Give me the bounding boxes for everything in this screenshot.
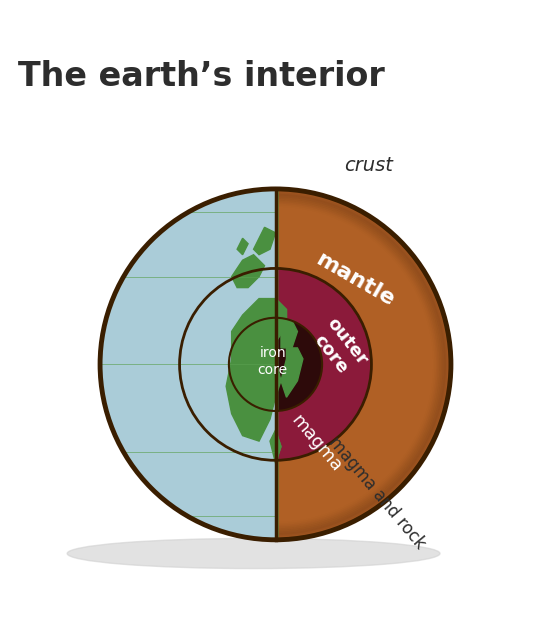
Polygon shape: [281, 348, 303, 397]
Polygon shape: [226, 299, 287, 441]
Polygon shape: [270, 430, 281, 463]
Text: iron
core: iron core: [258, 346, 288, 378]
Text: The earth’s interior: The earth’s interior: [18, 60, 385, 93]
Text: mantle: mantle: [312, 249, 398, 310]
Polygon shape: [100, 189, 276, 540]
Text: magma: magma: [288, 412, 345, 476]
Polygon shape: [231, 254, 264, 288]
Polygon shape: [281, 320, 298, 348]
Polygon shape: [270, 430, 281, 463]
Wedge shape: [276, 190, 449, 538]
Polygon shape: [100, 189, 276, 540]
Wedge shape: [276, 189, 451, 540]
Wedge shape: [276, 189, 451, 540]
Text: outer
core: outer core: [306, 314, 371, 381]
Polygon shape: [281, 348, 303, 397]
Ellipse shape: [67, 538, 440, 569]
Polygon shape: [231, 254, 264, 288]
Circle shape: [229, 318, 322, 411]
Polygon shape: [253, 228, 276, 254]
Polygon shape: [237, 238, 248, 254]
Polygon shape: [237, 238, 248, 254]
Polygon shape: [281, 320, 298, 348]
Text: crust: crust: [344, 156, 393, 175]
Circle shape: [180, 269, 371, 460]
Polygon shape: [253, 228, 276, 254]
Polygon shape: [226, 299, 287, 441]
Text: magma and rock: magma and rock: [325, 434, 429, 553]
